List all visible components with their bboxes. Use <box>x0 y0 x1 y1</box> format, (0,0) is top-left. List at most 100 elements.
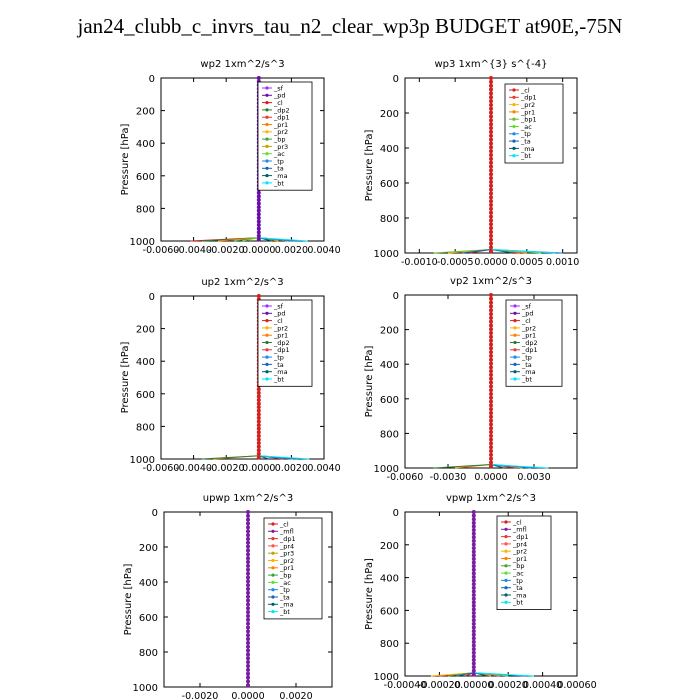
legend-marker <box>265 319 269 323</box>
data-point <box>489 384 493 389</box>
legend-entry: _sf <box>521 302 532 310</box>
legend-entry: _pr2 <box>520 101 535 109</box>
chart-title: wp2 1xm^2/s^3 <box>200 59 284 70</box>
x-tick-label: 0.00000 <box>454 680 493 691</box>
data-point <box>489 129 493 134</box>
x-tick-label: 0.0020 <box>275 245 308 256</box>
data-point <box>471 639 476 644</box>
data-point <box>471 629 476 634</box>
legend-marker <box>265 370 269 374</box>
data-point <box>489 445 493 450</box>
data-point <box>246 667 250 672</box>
legend-entry: _dp2 <box>273 339 290 347</box>
legend-marker <box>271 595 275 599</box>
data-point <box>489 403 493 408</box>
legend-marker <box>271 537 275 541</box>
legend-entry: _pr2 <box>273 324 288 332</box>
legend-marker <box>504 593 508 597</box>
chart-panel-6: vpwp 1xm^2/s^3 0 200 400 600 800 1000-0.00040-… <box>364 493 597 691</box>
y-tick-label: 1000 <box>374 249 399 260</box>
data-point <box>489 237 493 242</box>
data-point <box>246 633 250 638</box>
series-line-ac <box>242 78 260 242</box>
legend-marker <box>271 551 275 555</box>
data-point <box>246 513 250 518</box>
legend-marker <box>512 154 516 158</box>
data-point <box>256 419 261 424</box>
data-point <box>471 657 476 662</box>
data-point <box>471 668 476 673</box>
legend-marker <box>513 333 517 337</box>
data-point <box>489 160 493 165</box>
data-point <box>471 607 476 612</box>
legend-entry: _bp <box>279 572 292 580</box>
data-point <box>471 582 476 587</box>
legend-entry: _bt <box>279 608 290 616</box>
data-point <box>489 79 493 84</box>
legend-entry: _bt <box>273 375 284 383</box>
y-tick-label: 0 <box>149 74 155 85</box>
data-point <box>246 579 250 584</box>
series-line-pr1 <box>455 295 492 469</box>
legend-entry: _dp1 <box>520 94 537 102</box>
data-point <box>246 525 250 530</box>
legend: _cl_mfl_dp1_pr4_pr2_pr1_bp_ac_tp_ta_ma_b… <box>496 515 552 610</box>
legend-marker <box>504 571 508 575</box>
x-tick-label: -0.00020 <box>418 680 461 691</box>
legend-marker <box>265 362 269 366</box>
legend-marker <box>271 544 275 548</box>
data-point <box>471 517 476 522</box>
data-point <box>256 412 261 417</box>
data-point <box>246 652 250 657</box>
data-point <box>471 571 476 576</box>
legend-entry: _sf <box>273 84 284 92</box>
data-point <box>246 621 250 626</box>
y-tick-label: 0 <box>152 508 158 519</box>
legend-entry: _mfl <box>279 528 294 536</box>
legend-entry: _ac <box>520 123 532 131</box>
legend-entry: _tp <box>521 354 532 362</box>
legend-marker <box>265 101 269 105</box>
x-tick-label: -0.0040 <box>175 463 212 474</box>
data-point <box>246 648 250 653</box>
legend-entry: _cl <box>273 317 283 325</box>
data-point <box>489 331 493 336</box>
legend: _sf_pd_cl_pr2_pr1_dp2_dp1_tp_ta_ma_bt <box>257 299 313 387</box>
legend-entry: _cl <box>521 317 531 325</box>
x-tick-label: -0.0060 <box>143 463 180 474</box>
x-tick-label: 0.0005 <box>510 257 543 268</box>
legend-entry: _pd <box>273 92 286 100</box>
legend-entry: _pd <box>273 310 286 318</box>
legend-marker <box>265 159 269 163</box>
data-point <box>471 647 476 652</box>
data-point <box>246 517 250 522</box>
data-point <box>246 675 250 680</box>
data-point <box>256 212 261 217</box>
legend-marker <box>513 319 517 323</box>
data-point <box>471 549 476 554</box>
series-line-bp <box>234 78 260 242</box>
data-point <box>256 294 261 298</box>
data-point <box>489 441 493 446</box>
legend-marker <box>513 311 517 315</box>
data-point <box>246 540 250 545</box>
legend-entry: _dp1 <box>273 114 290 122</box>
x-tick-label: -0.0030 <box>430 472 467 483</box>
data-point <box>489 350 493 355</box>
data-point <box>256 197 261 202</box>
data-point <box>489 327 493 332</box>
legend-marker <box>271 588 275 592</box>
legend-marker <box>265 355 269 359</box>
data-point <box>471 574 476 579</box>
data-point <box>246 533 250 538</box>
series-line-pr2 <box>447 78 492 254</box>
data-point <box>246 617 250 622</box>
series-line-ma <box>473 512 488 677</box>
legend-entry: _pr1 <box>279 564 294 572</box>
data-point <box>246 536 250 541</box>
y-axis-label: Pressure [hPa] <box>364 346 375 418</box>
legend-entry: _pr1 <box>273 121 288 129</box>
data-point <box>246 671 250 676</box>
data-point <box>256 405 261 410</box>
